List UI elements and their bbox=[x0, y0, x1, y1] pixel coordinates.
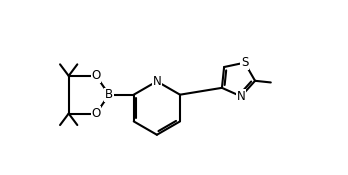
Text: N: N bbox=[152, 75, 161, 88]
Text: O: O bbox=[92, 69, 101, 82]
Text: N: N bbox=[237, 90, 245, 103]
Text: B: B bbox=[105, 88, 113, 101]
Text: S: S bbox=[241, 56, 248, 69]
Text: O: O bbox=[92, 107, 101, 120]
